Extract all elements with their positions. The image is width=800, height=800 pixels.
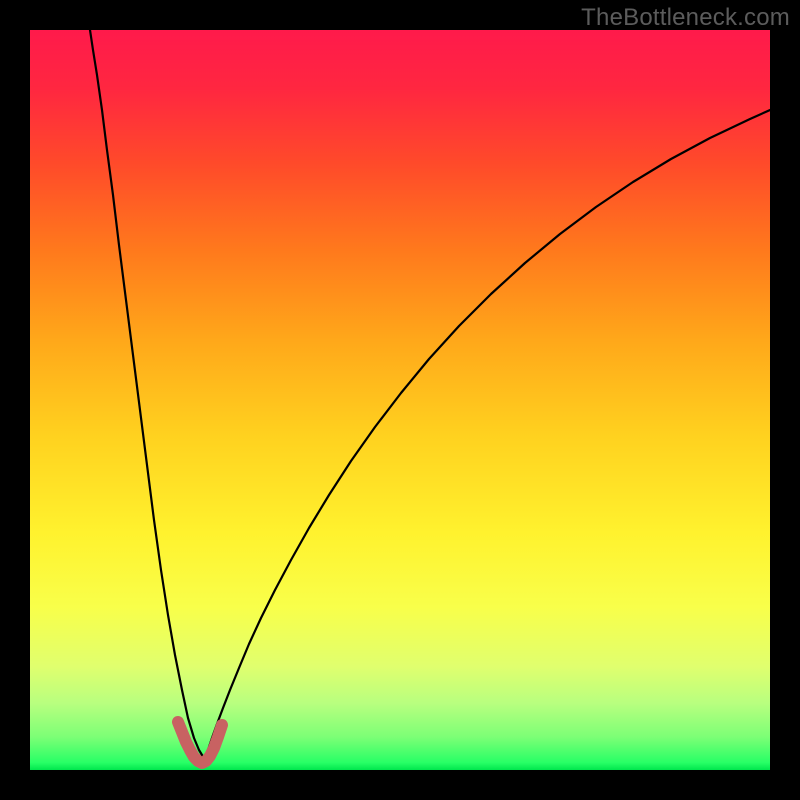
chart-svg (30, 30, 770, 770)
watermark-text: TheBottleneck.com (581, 4, 790, 32)
chart-background (30, 30, 770, 770)
chart-area (30, 30, 770, 770)
